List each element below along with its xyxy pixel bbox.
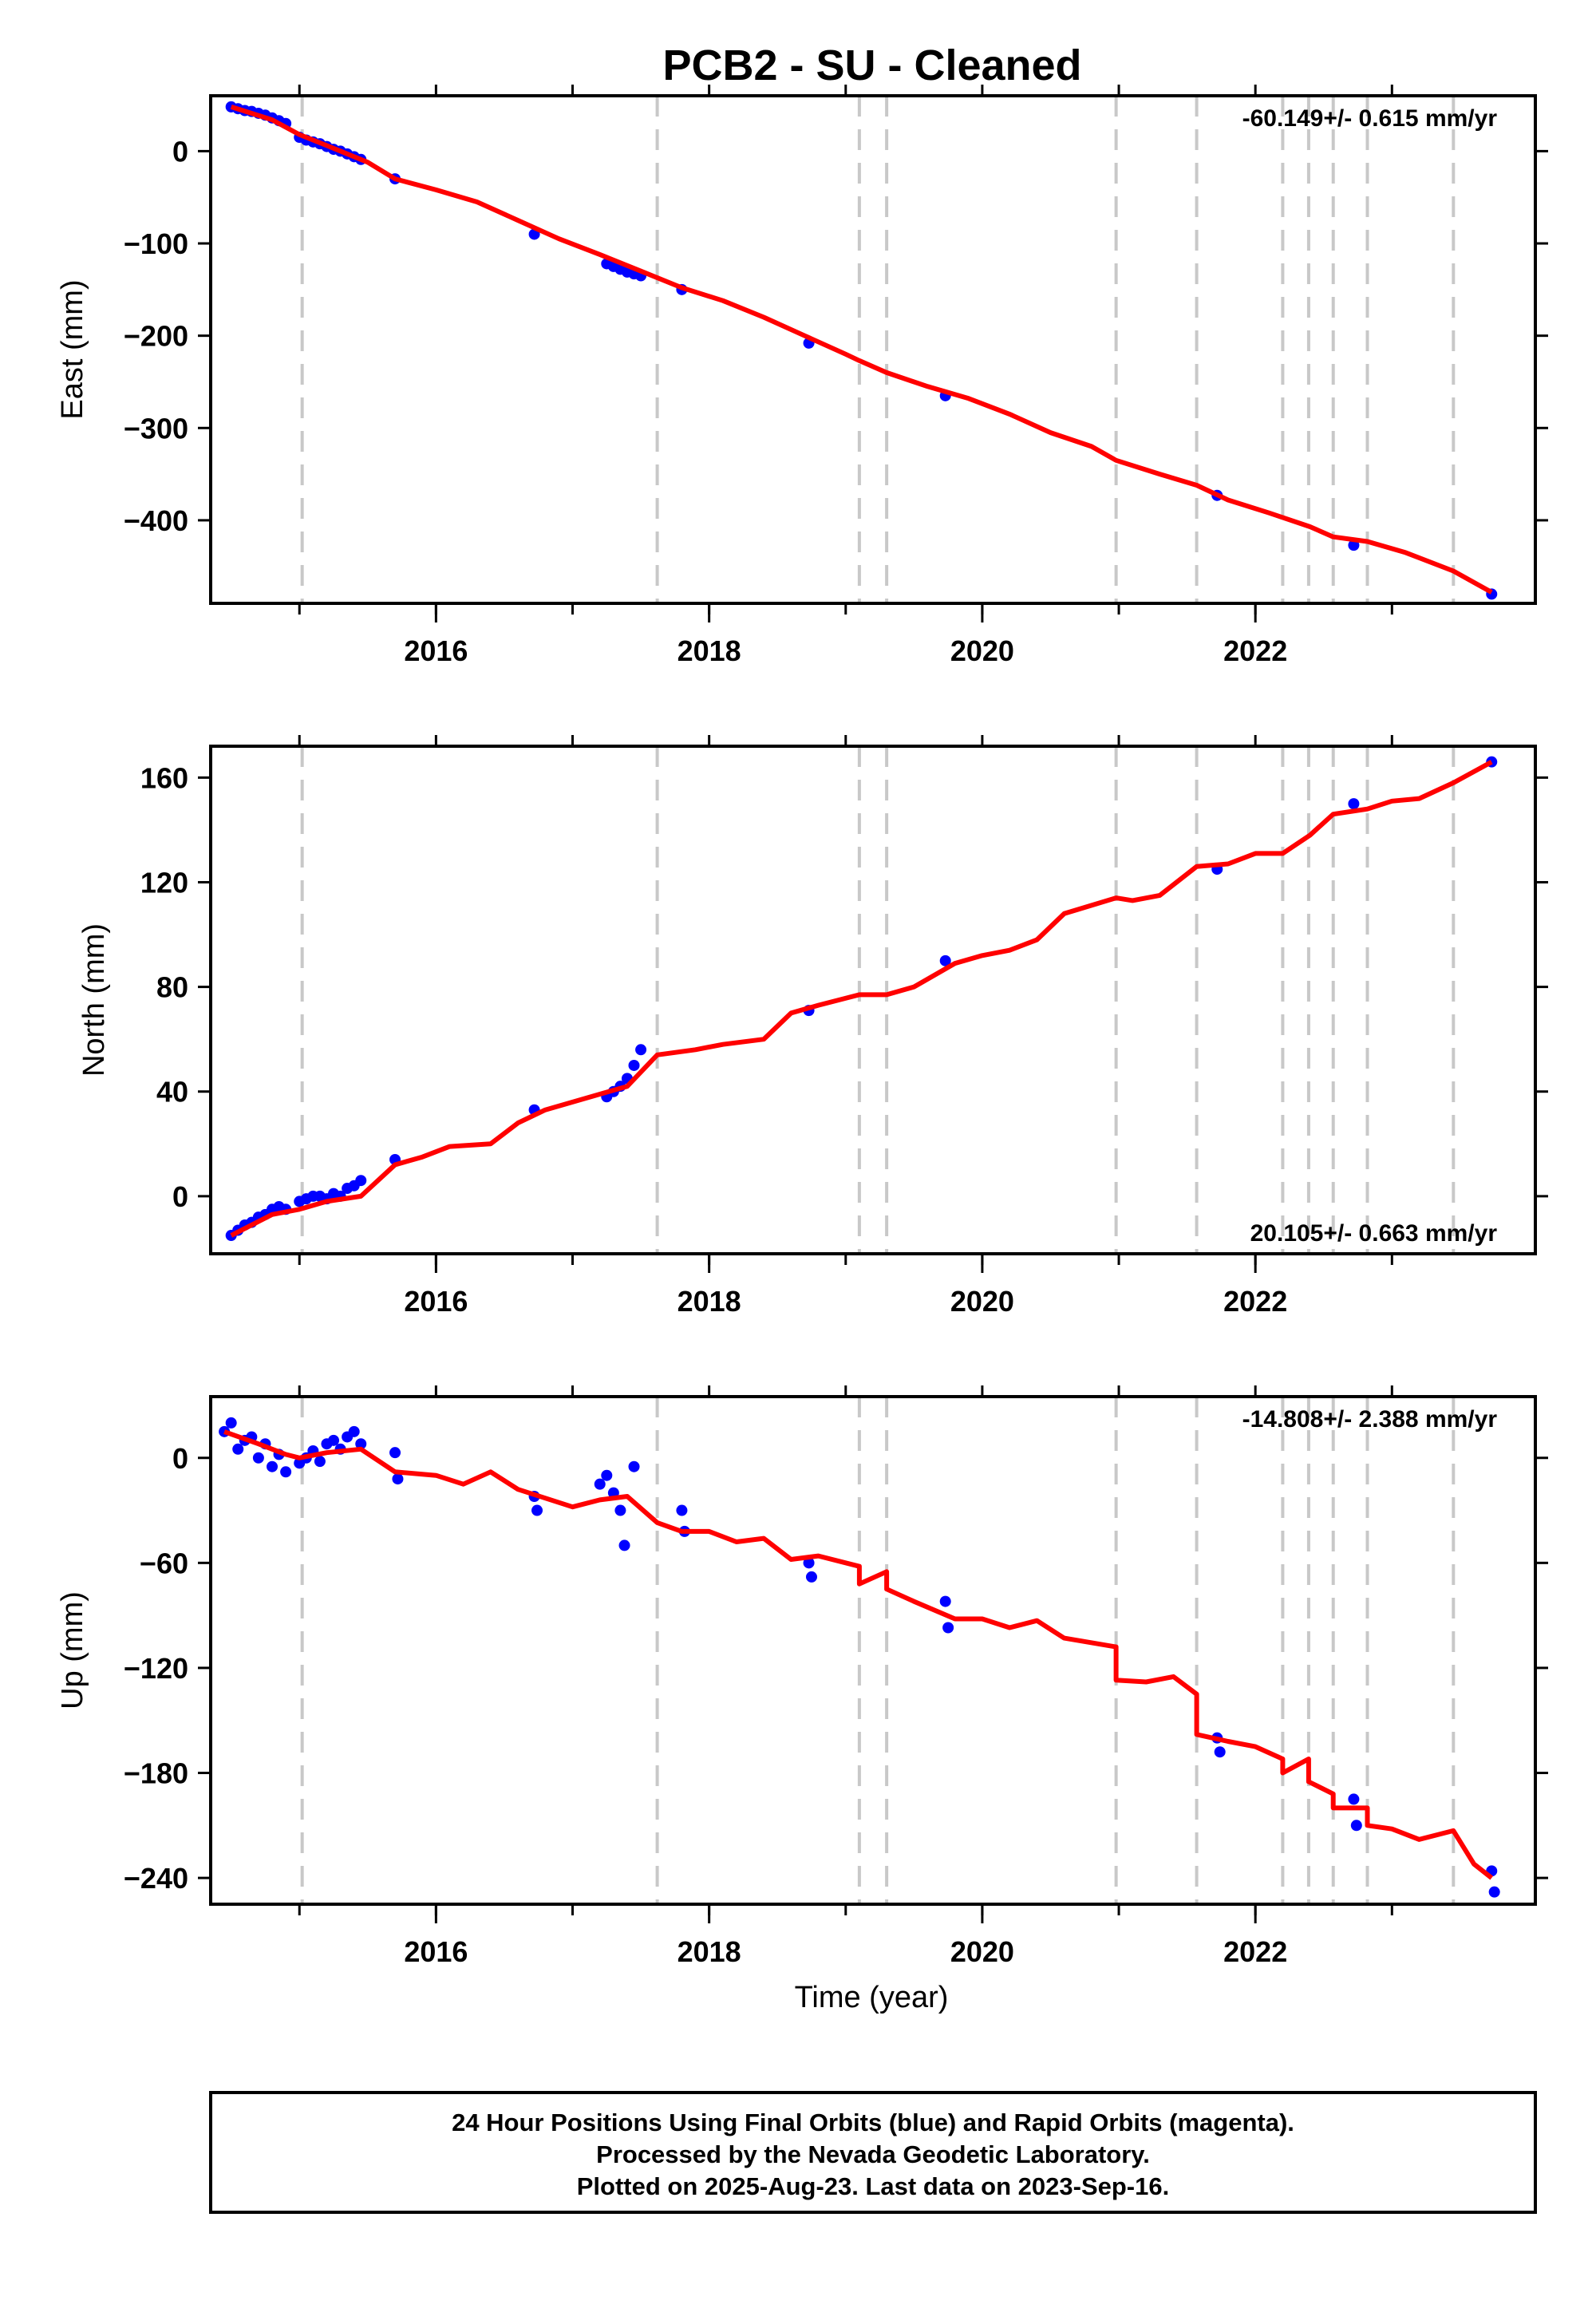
north-point-30	[1348, 798, 1360, 810]
north-ytick-label-3: 40	[156, 1076, 188, 1109]
footer-box: 24 Hour Positions Using Final Orbits (bl…	[209, 2091, 1537, 2214]
north-ylabel: North (mm)	[77, 923, 111, 1077]
up-point-5	[252, 1452, 264, 1464]
up-point-19	[355, 1438, 367, 1450]
up-point-21	[392, 1473, 404, 1485]
east-ytick-label-2: −200	[124, 320, 188, 353]
up-point-24	[594, 1478, 606, 1490]
up-point-9	[280, 1466, 292, 1478]
up-point-2	[232, 1443, 244, 1455]
north-ytick-label-0: 160	[140, 761, 188, 794]
up-xtick-label-0: 2016	[404, 1935, 468, 1968]
up-point-23	[531, 1504, 543, 1516]
up-xtick-label-1: 2018	[678, 1935, 741, 1968]
panel-north: 160 120 80 40 0 2016 2018 2020 2022 North (mm) 20.…	[77, 735, 1548, 1318]
up-point-15	[328, 1434, 340, 1446]
north-point-26	[635, 1044, 647, 1056]
up-point-28	[618, 1539, 630, 1551]
footer-line-2: Processed by the Nevada Geodetic Laborat…	[596, 2140, 1150, 2168]
north-xtick-label-3: 2022	[1223, 1285, 1287, 1318]
up-point-13	[314, 1456, 326, 1468]
north-ytick-label-4: 0	[172, 1180, 188, 1213]
east-frame	[209, 94, 1537, 605]
up-xtick-label-3: 2022	[1223, 1935, 1287, 1968]
north-frame	[209, 745, 1537, 1255]
up-xtick-label-2: 2020	[950, 1935, 1014, 1968]
east-xtick-label-3: 2022	[1223, 634, 1287, 667]
east-xtick-label-1: 2018	[678, 634, 741, 667]
up-point-7	[267, 1460, 279, 1472]
up-point-39	[1350, 1820, 1362, 1832]
up-point-32	[803, 1557, 815, 1569]
north-model-line	[230, 760, 1493, 1238]
up-point-27	[614, 1504, 626, 1516]
north-point-28	[939, 954, 951, 966]
east-ytick-label-1: −100	[124, 227, 188, 260]
north-ytick-label-1: 120	[140, 866, 188, 899]
up-point-35	[942, 1622, 954, 1634]
chart-title: PCB2 - SU - Cleaned	[662, 41, 1081, 89]
north-xtick-label-2: 2020	[950, 1285, 1014, 1318]
east-ylabel: East (mm)	[56, 279, 89, 419]
up-point-25	[601, 1469, 613, 1481]
footer-line-1: 24 Hour Positions Using Final Orbits (bl…	[452, 2109, 1294, 2136]
up-ytick-label-1: −60	[140, 1547, 188, 1579]
up-ytick-label-2: −120	[124, 1652, 188, 1685]
north-point-18	[355, 1175, 367, 1187]
up-point-1	[225, 1417, 237, 1429]
footer-line-3: Plotted on 2025-Aug-23. Last data on 202…	[577, 2172, 1169, 2200]
up-point-41	[1488, 1886, 1500, 1898]
east-xtick-label-0: 2016	[404, 634, 468, 667]
north-xtick-label-0: 2016	[404, 1285, 468, 1318]
east-ytick-label-3: −300	[124, 412, 188, 445]
panel-east: 0 −100 −200 −300 −400 2016 2018 2020 2022 East (m…	[56, 85, 1548, 667]
up-point-18	[348, 1425, 360, 1437]
up-point-38	[1348, 1793, 1360, 1805]
up-rate-label: -14.808+/- 2.388 mm/yr	[1242, 1406, 1498, 1433]
up-ytick-label-3: −180	[124, 1757, 188, 1790]
east-ytick-label-4: −400	[124, 504, 188, 537]
up-point-30	[676, 1504, 688, 1516]
up-frame	[209, 1395, 1537, 1906]
up-point-33	[805, 1571, 817, 1583]
up-model-line	[223, 1429, 1494, 1880]
east-rate-label: -60.149+/- 0.615 mm/yr	[1242, 105, 1498, 132]
up-point-20	[389, 1447, 401, 1459]
up-point-37	[1214, 1746, 1226, 1758]
east-xtick-label-2: 2020	[950, 634, 1014, 667]
north-point-25	[628, 1059, 640, 1071]
up-point-34	[939, 1595, 951, 1607]
up-ytick-label-4: −240	[124, 1862, 188, 1895]
north-rate-label: 20.105+/- 0.663 mm/yr	[1250, 1220, 1498, 1247]
up-point-29	[628, 1460, 640, 1472]
up-ytick-label-0: 0	[172, 1442, 188, 1475]
x-axis-label: Time (year)	[795, 1981, 949, 2014]
north-ytick-label-2: 80	[156, 971, 188, 1004]
east-ytick-label-0: 0	[172, 135, 188, 168]
east-model-line	[230, 105, 1493, 595]
up-ylabel: Up (mm)	[56, 1591, 89, 1709]
north-xtick-label-1: 2018	[678, 1285, 741, 1318]
panel-up: 0 −60 −120 −180 −240 2016 2018 2020 2022 Up (mm) -…	[56, 1385, 1548, 1968]
